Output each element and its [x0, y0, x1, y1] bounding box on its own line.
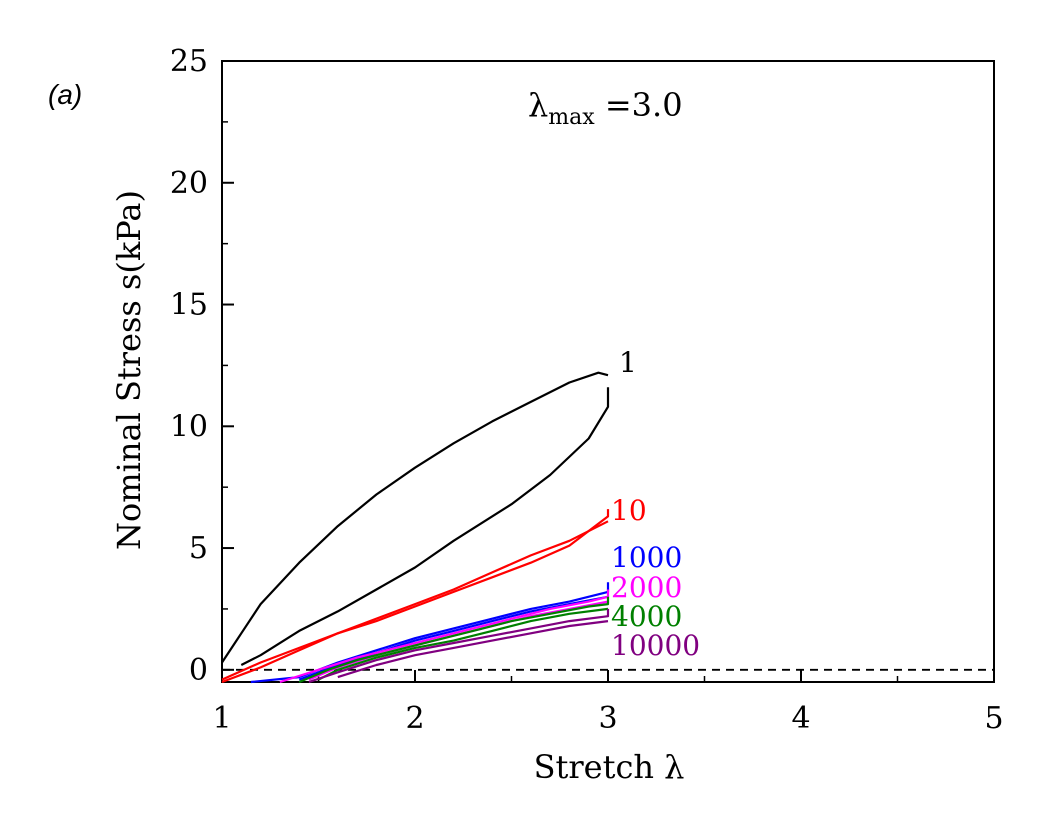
y-tick-label: 0: [189, 653, 208, 688]
x-tick-label: 5: [984, 701, 1003, 736]
series-4000-loading-line: [298, 596, 610, 684]
series-4000-label: 4000: [611, 600, 682, 633]
axis-ticks: [221, 60, 995, 682]
series-1000-label: 1000: [611, 541, 682, 574]
series-1000-loading-line: [250, 582, 610, 684]
series-1000-unloading-line: [298, 595, 609, 681]
series-1-loading-line: [221, 371, 609, 664]
x-tick-label: 4: [791, 701, 810, 736]
x-tick-label: 2: [405, 701, 424, 736]
y-tick-label: 10: [170, 409, 208, 444]
lambda-subscript: max: [548, 105, 595, 130]
y-tick-labels: 0 5 10 15 20 25: [170, 44, 208, 688]
series-2000-label: 2000: [611, 571, 682, 604]
lambda-max-annotation: λmax =3.0: [528, 86, 683, 130]
series-4000-unloading-line: [318, 607, 609, 681]
series-10000-loading-line: [308, 608, 610, 684]
lambda-value: =3.0: [595, 86, 683, 124]
series-10-unloading-line: [221, 520, 609, 684]
y-axis-title: Nominal Stress s(kPa): [110, 190, 148, 550]
x-tick-labels: 1 2 3 4 5: [212, 701, 1003, 736]
series-10-loading-line: [221, 509, 610, 681]
series-2000-loading-line: [279, 589, 610, 684]
x-axis-title: Stretch λ: [534, 748, 685, 786]
series-10-label: 10: [611, 494, 647, 527]
lambda-symbol: λ: [528, 86, 548, 124]
y-tick-label: 15: [170, 288, 208, 323]
series-lines: [221, 371, 610, 684]
series-1-label: 1: [619, 346, 637, 379]
series-1-unloading-line: [240, 387, 610, 666]
panel-label: (a): [48, 79, 82, 110]
y-tick-label: 25: [170, 44, 208, 79]
series-10000-label: 10000: [611, 629, 700, 662]
x-tick-label: 3: [598, 701, 617, 736]
y-tick-label: 5: [189, 531, 208, 566]
series-10000-unloading-line: [337, 620, 609, 679]
x-tick-label: 1: [212, 701, 231, 736]
y-tick-label: 20: [170, 166, 208, 201]
